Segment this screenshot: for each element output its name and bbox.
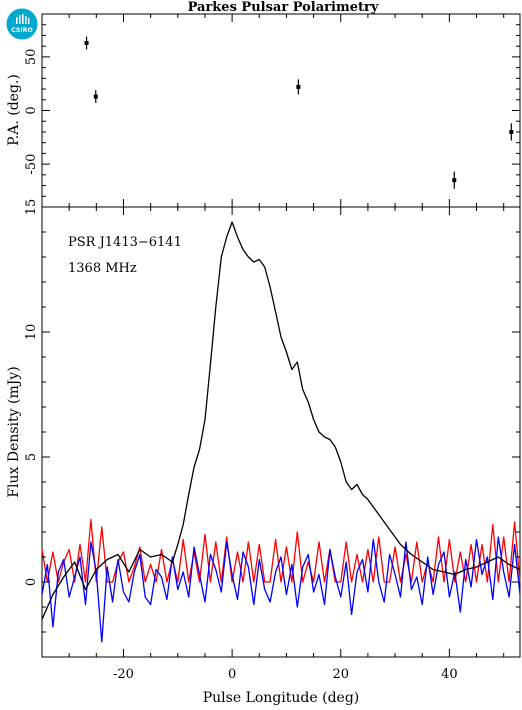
pa-point-marker — [452, 178, 457, 183]
pa-point-marker — [296, 84, 301, 89]
flux-series-line-0 — [41, 221, 521, 620]
pa-panel: Parkes Pulsar Polarimetry -50 0 50 P.A. (d… — [6, 0, 521, 208]
flux-x-tick-label: 0 — [228, 667, 236, 682]
flux-y-tick-label: 10 — [24, 324, 39, 341]
logo-text: CSIRO — [11, 27, 32, 34]
pa-y-tick-label: 50 — [24, 49, 39, 66]
flux-y-tick-label: 5 — [24, 453, 39, 461]
csiro-logo: CSIRO — [6, 8, 38, 40]
flux-series-line-2 — [41, 536, 521, 643]
flux-series — [41, 221, 521, 643]
pa-point — [509, 123, 514, 141]
pa-y-tick-label: -50 — [24, 154, 39, 175]
flux-x-tick-label: 40 — [441, 667, 458, 682]
pa-y-tick-label: 0 — [24, 106, 39, 114]
flux-x-axis-label: Pulse Longitude (deg) — [203, 690, 360, 706]
pa-point-marker — [84, 40, 89, 45]
annotation-psr-name: PSR J1413−6141 — [68, 235, 182, 250]
pa-point — [84, 36, 89, 50]
flux-x-tick-label: 20 — [332, 667, 349, 682]
pa-point-marker — [93, 94, 98, 99]
pa-ticks: -50 0 50 — [24, 14, 520, 207]
pa-points — [84, 36, 514, 189]
logo-bars-icon — [16, 14, 30, 24]
chart-title: Parkes Pulsar Polarimetry — [188, 0, 379, 15]
pa-point-marker — [509, 129, 514, 134]
pa-point — [452, 171, 457, 189]
flux-x-tick-label: -20 — [113, 667, 134, 682]
pa-frame — [41, 13, 521, 208]
flux-y-tick-label: 15 — [24, 199, 39, 216]
pa-point — [93, 90, 98, 103]
pa-y-axis-label: P.A. (deg.) — [6, 74, 22, 146]
flux-ticks: 0 5 10 15 -20 0 20 40 — [24, 199, 520, 682]
annotation-frequency: 1368 MHz — [68, 261, 137, 276]
pa-point — [296, 79, 301, 95]
flux-y-axis-label: Flux Density (mJy) — [6, 366, 22, 497]
flux-panel: 0 5 10 15 -20 0 20 40 PSR J1413−6141 1368 MHz F… — [6, 199, 521, 706]
flux-series-line-1 — [41, 518, 521, 583]
flux-y-tick-label: 0 — [24, 578, 39, 586]
